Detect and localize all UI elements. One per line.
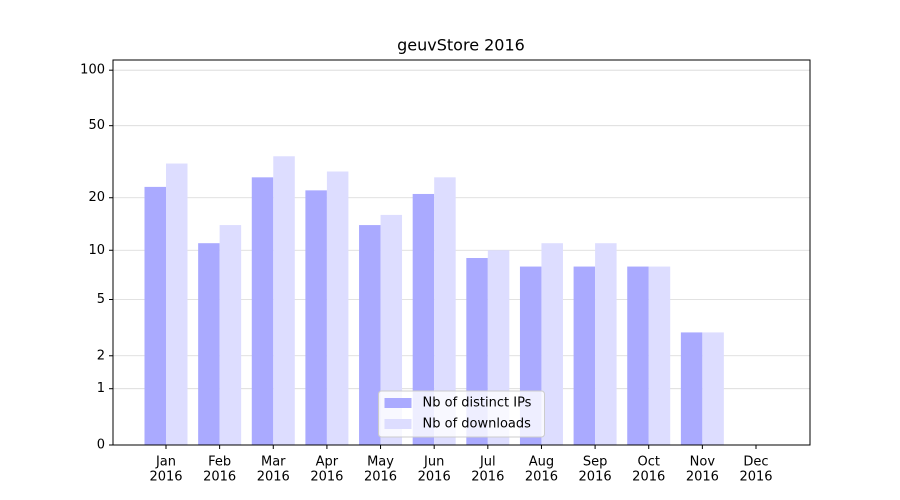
x-tick-label: 2016 bbox=[310, 470, 343, 485]
x-tick-label: Feb bbox=[208, 455, 231, 470]
bar bbox=[648, 266, 671, 445]
x-tick-label: 2016 bbox=[418, 470, 451, 485]
bar bbox=[326, 171, 349, 445]
legend-swatch bbox=[384, 398, 412, 408]
legend-swatch bbox=[384, 419, 412, 429]
bar bbox=[219, 225, 242, 445]
bar bbox=[595, 243, 617, 445]
legend-label: Nb of downloads bbox=[423, 417, 532, 432]
plot-frame bbox=[112, 59, 811, 446]
bar bbox=[359, 225, 381, 445]
bar bbox=[412, 193, 435, 445]
x-tick-label: Oct bbox=[637, 455, 659, 470]
y-tick-label: 2 bbox=[97, 348, 105, 363]
x-tick-label: Nov bbox=[690, 455, 716, 470]
y-tick-label: 5 bbox=[97, 292, 105, 307]
bar bbox=[627, 266, 649, 445]
x-tick-label: Aug bbox=[529, 455, 554, 470]
x-tick-label: 2016 bbox=[471, 470, 504, 485]
x-tick-label: Jan bbox=[155, 455, 176, 470]
x-tick-label: Jun bbox=[423, 455, 444, 470]
x-tick-label: 2016 bbox=[525, 470, 558, 485]
x-tick-label: 2016 bbox=[364, 470, 397, 485]
y-tick-label: 50 bbox=[88, 118, 105, 133]
bar bbox=[541, 243, 563, 445]
x-tick-label: 2016 bbox=[257, 470, 290, 485]
bar bbox=[380, 214, 403, 445]
bar bbox=[680, 332, 703, 445]
x-tick-label: Apr bbox=[316, 455, 339, 470]
bar bbox=[573, 266, 596, 445]
x-tick-label: May bbox=[367, 455, 394, 470]
legend-label: Nb of distinct IPs bbox=[423, 396, 532, 411]
y-tick-label: 20 bbox=[88, 190, 105, 205]
x-tick-label: Mar bbox=[261, 455, 286, 470]
x-tick-label: 2016 bbox=[579, 470, 612, 485]
chart-title: geuvStore 2016 bbox=[397, 36, 525, 55]
bar bbox=[702, 332, 724, 445]
y-tick-label: 10 bbox=[88, 243, 105, 258]
y-tick-label: 100 bbox=[80, 63, 105, 78]
bar bbox=[434, 177, 456, 445]
x-tick-label: Sep bbox=[583, 455, 608, 470]
y-tick-label: 0 bbox=[97, 438, 105, 453]
x-tick-label: Dec bbox=[743, 455, 768, 470]
bar bbox=[198, 243, 220, 445]
bar bbox=[273, 156, 295, 445]
legend-box bbox=[378, 390, 545, 438]
bar bbox=[144, 186, 166, 445]
x-tick-label: 2016 bbox=[632, 470, 665, 485]
x-tick-label: 2016 bbox=[739, 470, 772, 485]
bar bbox=[251, 177, 274, 445]
bar bbox=[166, 163, 188, 445]
y-tick-label: 1 bbox=[97, 381, 105, 396]
x-tick-label: 2016 bbox=[203, 470, 236, 485]
bar bbox=[305, 190, 327, 445]
x-tick-label: Jul bbox=[479, 455, 496, 470]
x-tick-label: 2016 bbox=[686, 470, 719, 485]
x-tick-label: 2016 bbox=[149, 470, 182, 485]
